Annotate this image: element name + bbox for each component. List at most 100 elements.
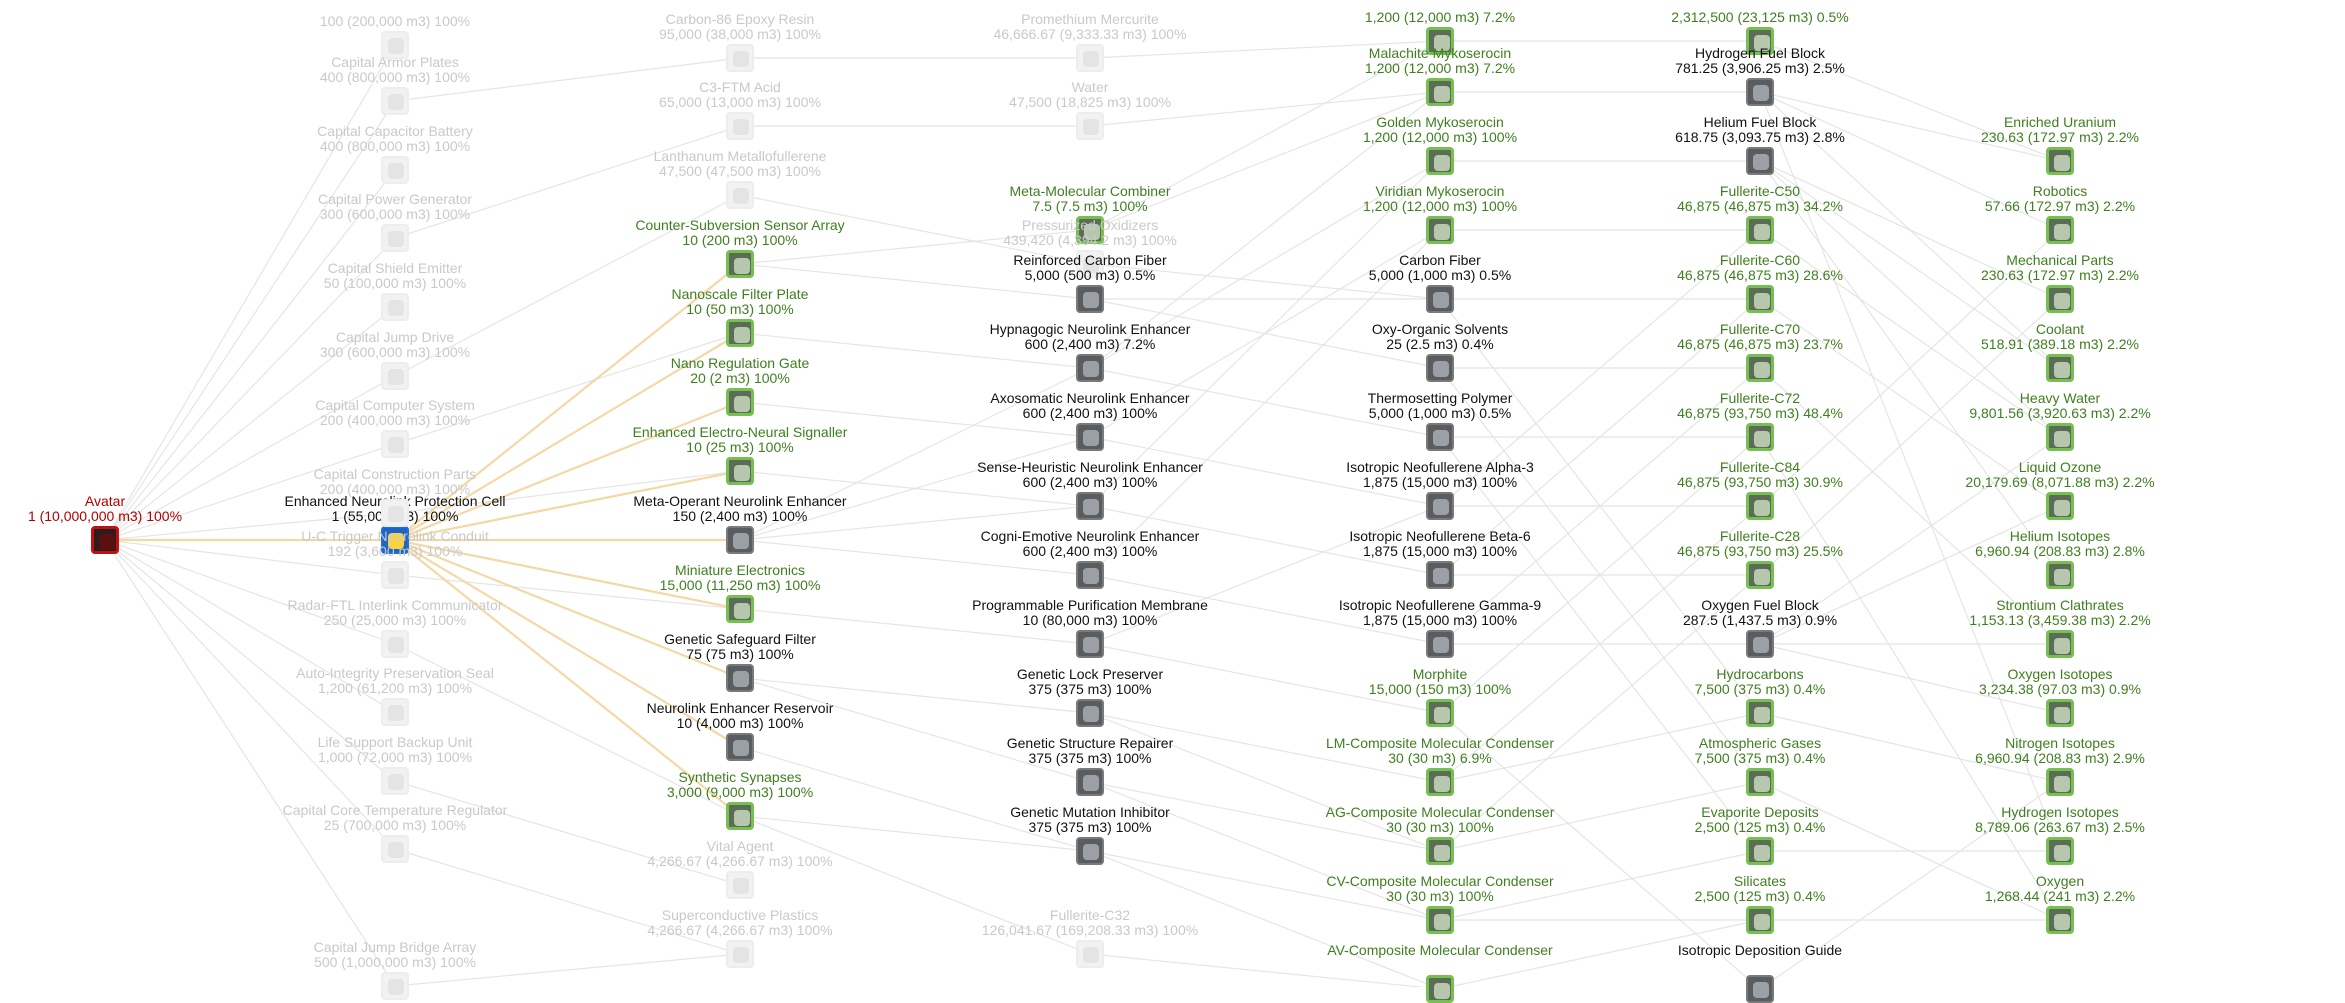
component-icon[interactable] [381,87,409,115]
node-strontium[interactable]: Strontium Clathrates 1,153.13 (3,459.38 m… [1880,598,2240,658]
node-niso[interactable]: Nitrogen Isotopes 6,960.94 (208.83 m3) 2.… [1880,736,2240,796]
node-mechparts[interactable]: Mechanical Parts 230.63 (172.97 m3) 2.2% [1880,253,2240,313]
component-icon[interactable] [381,972,409,1000]
component-icon[interactable] [381,156,409,184]
node-f-bridge[interactable]: Capital Jump Bridge Array 500 (1,000,000 … [215,940,575,1000]
node-f-core[interactable]: Capital Core Temperature Regulator 25 (70… [215,803,575,863]
polymer-icon[interactable] [1426,423,1454,451]
neurolink-enhancer-icon[interactable] [1076,561,1104,589]
node-gsf[interactable]: Genetic Safeguard Filter 75 (75 m3) 100% [560,632,920,692]
node-gsr[interactable]: Genetic Structure Repairer 375 (375 m3) 1… [910,736,1270,796]
condenser-icon[interactable] [1426,837,1454,865]
fullerite-icon[interactable] [1746,492,1774,520]
component-icon[interactable] [381,293,409,321]
node-gmi[interactable]: Genetic Mutation Inhibitor 375 (375 m3) 1… [910,805,1270,865]
node-golden[interactable]: Golden Mykoserocin 1,200 (12,000 m3) 100% [1260,115,1620,175]
material-icon[interactable] [1076,112,1104,140]
node-malachite[interactable]: Malachite Mykoserocin 1,200 (12,000 m3) 7… [1260,46,1620,106]
robotics-icon[interactable] [2046,216,2074,244]
fullerite-icon[interactable] [1746,216,1774,244]
node-axne[interactable]: Axosomatic Neurolink Enhancer 600 (2,400 … [910,391,1270,451]
node-hiso[interactable]: Hydrogen Isotopes 8,789.06 (263.67 m3) 2.… [1880,805,2240,865]
node-hne[interactable]: Hypnagogic Neurolink Enhancer 600 (2,400 … [910,322,1270,382]
node-agcmc[interactable]: AG-Composite Molecular Condenser 30 (30 m… [1260,805,1620,865]
fullerite-icon[interactable] [1746,354,1774,382]
node-c28[interactable]: Fullerite-C28 46,875 (93,750 m3) 25.5% [1580,529,1940,589]
node-f-cap-shield[interactable]: Capital Shield Emitter 50 (100,000 m3) 10… [215,261,575,321]
node-hefb[interactable]: Helium Fuel Block 618.75 (3,093.75 m3) 2.… [1580,115,1940,175]
morphite-icon[interactable] [1426,699,1454,727]
node-f-life[interactable]: Life Support Backup Unit 1,000 (72,000 m3… [215,735,575,795]
planetary-resource-icon[interactable] [1746,906,1774,934]
material-icon[interactable] [1076,250,1104,278]
neurolink-enhancer-icon[interactable] [1076,354,1104,382]
node-ner[interactable]: Neurolink Enhancer Reservoir 10 (4,000 m3… [560,701,920,761]
node-f-prometh[interactable]: Promethium Mercurite 46,666.67 (9,333.33 … [910,12,1270,72]
node-oos[interactable]: Oxy-Organic Solvents 25 (2.5 m3) 0.4% [1260,322,1620,382]
node-ofb[interactable]: Oxygen Fuel Block 287.5 (1,437.5 m3) 0.9% [1580,598,1940,658]
material-icon[interactable] [726,181,754,209]
node-robotics[interactable]: Robotics 57.66 (172.97 m3) 2.2% [1880,184,2240,244]
node-f-vital[interactable]: Vital Agent 4,266.67 (4,266.67 m3) 100% [560,839,920,899]
node-f-fullc32[interactable]: Fullerite-C32 126,041.67 (169,208.33 m3) … [910,908,1270,968]
neofullerene-icon[interactable] [1426,561,1454,589]
node-f-cap-jump[interactable]: Capital Jump Drive 300 (600,000 m3) 100% [215,330,575,390]
signaller-icon[interactable] [726,457,754,485]
node-hwater[interactable]: Heavy Water 9,801.56 (3,920.63 m3) 2.2% [1880,391,2240,451]
node-lozone[interactable]: Liquid Ozone 20,179.69 (8,071.88 m3) 2.2% [1880,460,2240,520]
component-icon[interactable] [381,561,409,589]
structure-repairer-icon[interactable] [1076,768,1104,796]
carbon-fiber-icon[interactable] [1426,285,1454,313]
node-c4-top[interactable]: 2,312,500 (23,125 m3) 0.5% [1580,0,1940,55]
node-f-auto[interactable]: Auto-Integrity Preservation Seal 1,200 (6… [215,666,575,726]
strontium-icon[interactable] [2046,630,2074,658]
node-morphite[interactable]: Morphite 15,000 (150 m3) 100% [1260,667,1620,727]
isotopes-icon[interactable] [2046,837,2074,865]
mykoserocin-icon[interactable] [1426,216,1454,244]
node-f-carbon86[interactable]: Carbon-86 Epoxy Resin 95,000 (38,000 m3) … [560,12,920,72]
neofullerene-icon[interactable] [1426,492,1454,520]
neurolink-enhancer-icon[interactable] [1076,492,1104,520]
node-oxygen[interactable]: Oxygen 1,268.44 (241 m3) 2.2% [1880,874,2240,934]
node-ing9[interactable]: Isotropic Neofullerene Gamma-9 1,875 (15,… [1260,598,1620,658]
node-glp[interactable]: Genetic Lock Preserver 375 (375 m3) 100% [910,667,1270,727]
mutation-inhibitor-icon[interactable] [1076,837,1104,865]
node-uranium[interactable]: Enriched Uranium 230.63 (172.97 m3) 2.2% [1880,115,2240,175]
node-c70[interactable]: Fullerite-C70 46,875 (46,875 m3) 23.7% [1580,322,1940,382]
material-icon[interactable] [726,44,754,72]
node-eens[interactable]: Enhanced Electro-Neural Signaller 10 (25 … [560,425,920,485]
uranium-icon[interactable] [2046,147,2074,175]
node-inb6[interactable]: Isotropic Neofullerene Beta-6 1,875 (15,0… [1260,529,1620,589]
component-icon[interactable] [381,630,409,658]
node-f-pressurized[interactable]: Pressurized Oxidizers 439,420 (4,394.2 m3… [910,218,1270,278]
node-oxiso[interactable]: Oxygen Isotopes 3,234.38 (97.03 m3) 0.9% [1880,667,2240,727]
fullerite-icon[interactable] [1746,285,1774,313]
node-f-c3ftm[interactable]: C3-FTM Acid 65,000 (13,000 m3) 100% [560,80,920,140]
fuel-block-icon[interactable] [1746,630,1774,658]
node-ina3[interactable]: Isotropic Neofullerene Alpha-3 1,875 (15,… [1260,460,1620,520]
node-lmcmc[interactable]: LM-Composite Molecular Condenser 30 (30 m… [1260,736,1620,796]
component-icon[interactable] [381,430,409,458]
isotopes-icon[interactable] [2046,561,2074,589]
node-avatar[interactable]: Avatar 1 (10,000,000 m3) 100% [0,494,285,554]
node-f-cap-constr[interactable]: Capital Construction Parts 200 (400,000 m… [215,467,575,527]
node-f-super[interactable]: Superconductive Plastics 4,266.67 (4,266.… [560,908,920,968]
coolant-icon[interactable] [2046,354,2074,382]
node-c60[interactable]: Fullerite-C60 46,875 (46,875 m3) 28.6% [1580,253,1940,313]
node-ss[interactable]: Synthetic Synapses 3,000 (9,000 m3) 100% [560,770,920,830]
component-icon[interactable] [381,698,409,726]
node-idg[interactable]: Isotropic Deposition Guide [1580,943,1940,1003]
filter-plate-icon[interactable] [726,319,754,347]
node-viridian[interactable]: Viridian Mykoserocin 1,200 (12,000 m3) 10… [1260,184,1620,244]
node-f-radar[interactable]: Radar-FTL Interlink Communicator 250 (25,… [215,598,575,658]
node-f-water[interactable]: Water 47,500 (18,825 m3) 100% [910,80,1270,140]
neurolink-enhancer-icon[interactable] [1076,423,1104,451]
solvents-icon[interactable] [1426,354,1454,382]
neurolink-enhancer-icon[interactable] [726,526,754,554]
node-f-cap-armor[interactable]: Capital Armor Plates 400 (800,000 m3) 100… [215,55,575,115]
node-avcmc[interactable]: AV-Composite Molecular Condenser [1260,943,1620,1003]
node-cene[interactable]: Cogni-Emotive Neurolink Enhancer 600 (2,4… [910,529,1270,589]
node-c50[interactable]: Fullerite-C50 46,875 (46,875 m3) 34.2% [1580,184,1940,244]
planetary-resource-icon[interactable] [1746,837,1774,865]
node-silic[interactable]: Silicates 2,500 (125 m3) 0.4% [1580,874,1940,934]
